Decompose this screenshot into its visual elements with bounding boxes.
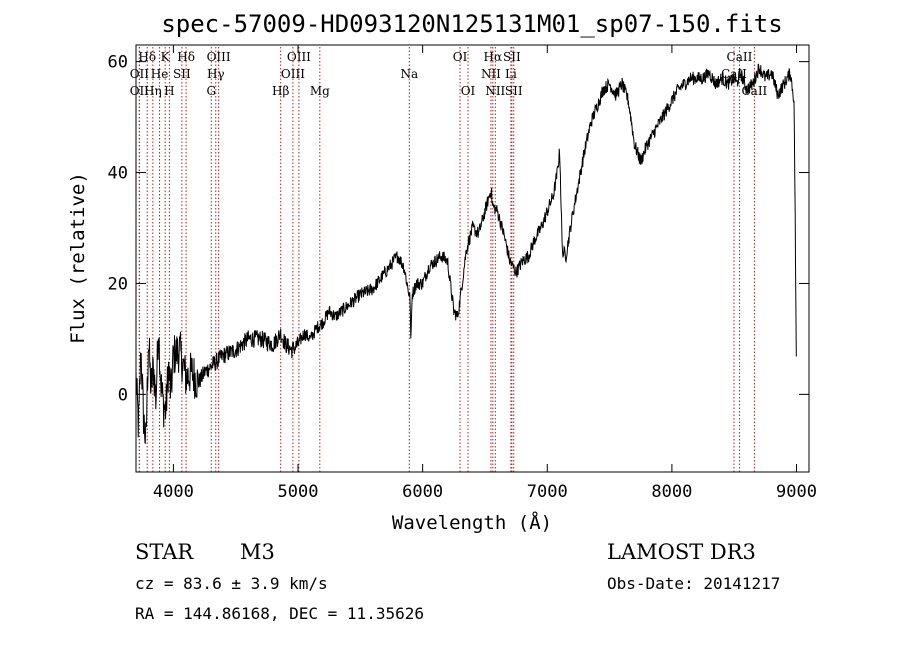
- x-axis-label: Wavelength (Å): [392, 511, 552, 534]
- spectral-line-label: Hγ: [207, 67, 225, 81]
- redshift-cz: cz = 83.6 ± 3.9 km/s: [135, 574, 328, 593]
- y-tick-label: 40: [108, 164, 128, 184]
- spectral-line-label: K: [161, 50, 171, 64]
- spectral-line-label: OIII: [281, 67, 305, 81]
- spectral-line-label: Li: [505, 67, 517, 81]
- survey-name: LAMOST DR3: [607, 540, 756, 564]
- plot-frame: [135, 44, 810, 473]
- object-type: STAR: [135, 540, 194, 564]
- spectral-line-label: OII: [130, 67, 150, 81]
- spectral-line-label: OIII: [287, 50, 311, 64]
- spectral-line-label: Hα: [484, 50, 503, 64]
- spectral-line-label: OIII: [207, 50, 231, 64]
- x-tick-label: 9000: [776, 482, 817, 502]
- spectral-line-label: Na: [400, 67, 418, 81]
- spectral-line-label: SII: [173, 67, 191, 81]
- spectral-line-markers: [138, 47, 755, 472]
- spectral-line-label: OI: [453, 50, 468, 64]
- spectral-line-label: He: [151, 67, 169, 81]
- spectral-line-label: CaII: [727, 50, 753, 64]
- x-tick-label: 4000: [153, 482, 194, 502]
- coordinates: RA = 144.86168, DEC = 11.35626: [135, 604, 424, 623]
- x-tick-label: 5000: [278, 482, 319, 502]
- spectral-line-label: Hη: [144, 84, 162, 98]
- y-tick-label: 60: [108, 53, 128, 73]
- y-tick-label: 0: [118, 385, 128, 405]
- spectral-line-label: G: [206, 84, 216, 98]
- spectral-line-label: Hδ: [177, 50, 195, 64]
- spectral-line-label: SII: [503, 50, 521, 64]
- y-axis-label: Flux (relative): [67, 172, 89, 344]
- spectral-line-label: Hδ: [138, 50, 156, 64]
- spectral-line-labels: Hδ OII OII K He Hη SII H Hδ OIII Hγ G Hβ OIII OIII Mg Na…: [130, 50, 768, 98]
- x-axis-ticks: 4000 5000 6000 7000 8000 9000: [153, 45, 817, 502]
- spectral-line-label: NII: [485, 84, 505, 98]
- spectral-line-label: OII: [130, 84, 150, 98]
- x-tick-label: 8000: [651, 482, 692, 502]
- obs-date: Obs-Date: 20141217: [607, 574, 780, 593]
- y-tick-label: 20: [108, 274, 128, 294]
- spectral-line-label: OI: [461, 84, 476, 98]
- spectral-line-label: Hβ: [272, 84, 289, 98]
- chart-title: spec-57009-HD093120N125131M01_sp07-150.f…: [161, 10, 782, 38]
- spectral-line-label: NII: [481, 67, 501, 81]
- spectral-line-label: SII: [505, 84, 523, 98]
- x-tick-label: 6000: [402, 482, 443, 502]
- x-tick-label: 7000: [527, 482, 568, 502]
- y-axis-ticks: 0 20 40 60: [108, 53, 809, 405]
- spectrum-series: [135, 63, 797, 445]
- spectral-line-label: H: [164, 84, 174, 98]
- subclass: M3: [240, 540, 275, 564]
- spectral-line-label: Mg: [310, 84, 330, 98]
